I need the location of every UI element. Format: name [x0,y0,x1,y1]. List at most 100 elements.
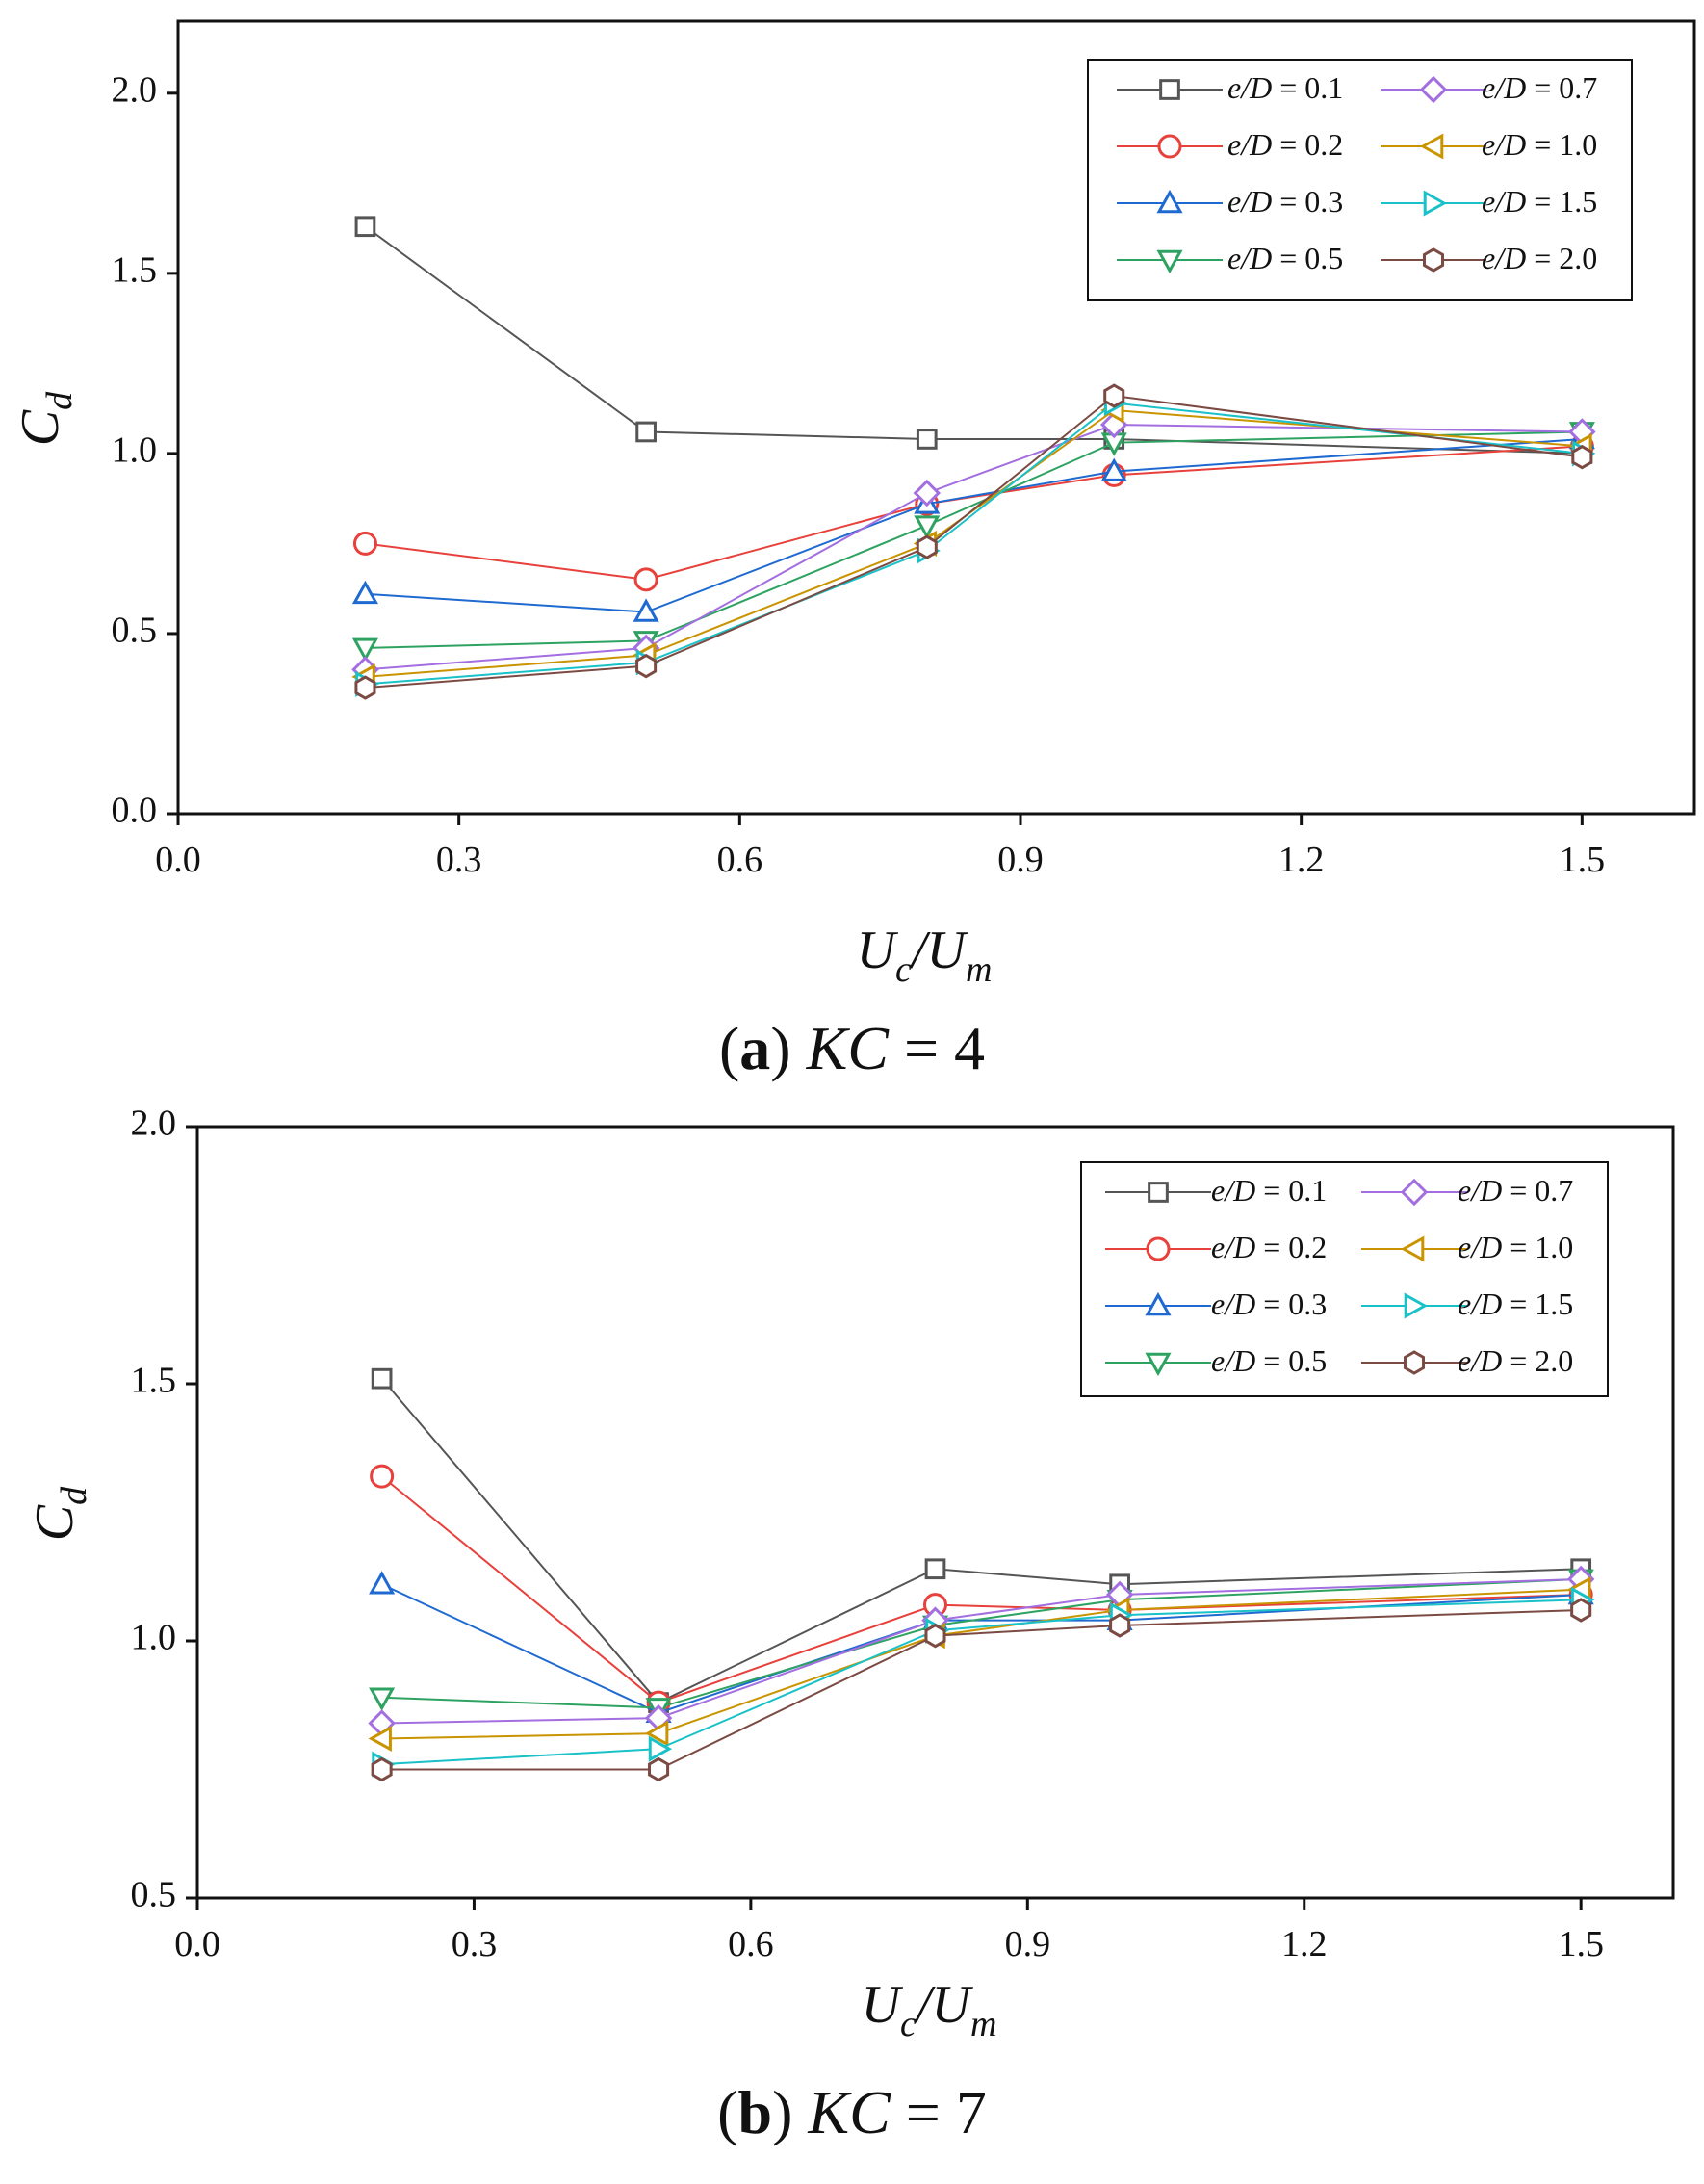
legend-marker [1423,190,1448,217]
legend-marker [1422,247,1445,273]
data-point-marker [633,567,658,592]
y-tick-label: 1.0 [112,430,158,471]
x-tick-label: 1.5 [1560,840,1606,880]
series-line [365,408,1583,678]
data-point-marker [633,598,659,622]
chart-panel-b: 0.0 0.3 0.6 0.9 1.2 1.5 0.5 1.0 1.5 2.0 Uc/Um Cd (b)… [25,1104,1675,2146]
data-point-marker [644,1720,669,1747]
legend-marker [1404,1292,1429,1319]
legend-label-e-d-0-2: e/D = 0.2 [1227,127,1343,162]
series-eD0-5 [369,1569,1594,1722]
y-tick-label: 1.5 [131,1361,177,1401]
panel-caption: (a) KC = 4 [719,1014,985,1082]
data-point-marker [913,479,941,507]
x-tick-label: 1.2 [1278,840,1325,880]
x-axis-label: Uc/Um [857,921,993,990]
data-point-marker [914,515,941,539]
legend: e/D = 0.1 e/D = 0.2 e/D = 0.3 e/D = 0.5 e/D … [1080,1161,1609,1397]
panel-caption: (b) KC = 7 [717,2078,987,2146]
x-tick-label: 0.9 [997,840,1044,880]
series-line [381,1588,1582,1740]
legend-label-e-d-0-1: e/D = 0.1 [1227,70,1343,105]
y-tick-label: 0.5 [131,1875,177,1915]
legend-marker [1419,133,1444,160]
legend-label-e-d-0-2: e/D = 0.2 [1211,1230,1327,1264]
plot-frame [176,19,1696,816]
series-eD2-0 [354,383,1593,700]
legend-marker [1400,1178,1429,1207]
data-point-marker [1103,383,1125,408]
data-point-marker [635,653,658,679]
legend-label-e-d-0-3: e/D = 0.3 [1227,184,1343,219]
data-point-marker [1109,1613,1131,1638]
series-eD0-7 [351,410,1596,684]
legend-marker [1145,1291,1172,1316]
legend-label-e-d-1-5: e/D = 1.5 [1458,1287,1573,1321]
x-tick-label: 0.6 [717,840,763,880]
series-eD0-3 [369,1571,1594,1724]
series-line [365,437,1583,613]
series-line [381,1577,1582,1709]
legend-marker [1146,1236,1171,1261]
data-point-marker [369,1687,396,1711]
series-line [365,402,1583,686]
series-line [381,1583,1582,1714]
legend-marker [1145,1352,1172,1377]
y-tick-label: 0.0 [112,791,158,831]
data-point-marker [368,1725,392,1753]
legend-label-e-d-0-3: e/D = 0.3 [1211,1287,1327,1321]
legend-label-e-d-2-0: e/D = 2.0 [1482,241,1597,275]
data-point-marker [371,1367,393,1390]
series-eD2-0 [371,1598,1592,1782]
chart-panel-a: 0.0 0.3 0.6 0.9 1.2 1.5 0.0 0.5 1.0 1.5 2.0 Uc/Um Cd… [11,19,1696,1082]
y-tick-label: 1.0 [131,1618,177,1658]
x-tick-label: 0.3 [436,840,482,880]
series-line [365,423,1583,671]
data-point-marker [370,1464,395,1489]
legend-box [1080,1161,1609,1397]
legend-marker [1157,134,1182,159]
data-point-marker [924,1623,946,1649]
data-point-marker [916,534,938,559]
legend-marker [1156,249,1183,274]
legend-marker [1148,1182,1169,1203]
legend-label-e-d-1-0: e/D = 1.0 [1482,127,1597,162]
y-axis-label: Cd [11,391,80,446]
data-point-marker [371,1756,393,1782]
legend: e/D = 0.1 e/D = 0.2 e/D = 0.3 e/D = 0.5 e/D … [1087,59,1633,301]
plot-frame [195,1125,1675,1900]
data-point-marker [916,429,938,450]
x-tick-label: 0.0 [174,1924,220,1964]
data-point-marker [635,421,657,443]
x-axis-label: Uc/Um [862,1975,997,2044]
data-point-marker [351,637,378,663]
series-eD1-5 [372,1586,1595,1778]
data-point-marker [924,1558,946,1580]
legend-marker [1403,1350,1426,1375]
data-point-marker [1571,444,1593,470]
x-tick-label: 0.3 [452,1924,498,1964]
data-point-marker [648,1756,670,1782]
data-point-marker [1570,1598,1592,1623]
legend-label-e-d-0-1: e/D = 0.1 [1211,1173,1327,1208]
y-tick-label: 2.0 [131,1104,177,1144]
data-point-marker [369,1571,396,1595]
legend-marker [1419,75,1448,104]
y-axis-label: Cd [25,1486,94,1541]
x-tick-label: 1.2 [1281,1924,1328,1964]
series-eD0-1 [371,1367,1592,1713]
data-point-marker [352,531,377,556]
legend-marker [1400,1235,1425,1262]
x-tick-label: 0.6 [728,1924,774,1964]
series-eD0-5 [351,422,1595,663]
x-tick-label: 0.9 [1005,1924,1051,1964]
series-line [381,1608,1582,1771]
legend-label-e-d-2-0: e/D = 2.0 [1458,1343,1573,1378]
legend-label-e-d-0-5: e/D = 0.5 [1227,241,1343,275]
data-point-marker [354,675,376,700]
x-tick-label: 0.0 [155,840,201,880]
data-point-marker [351,580,378,605]
series-line [365,430,1583,649]
series-line [380,1378,1582,1704]
